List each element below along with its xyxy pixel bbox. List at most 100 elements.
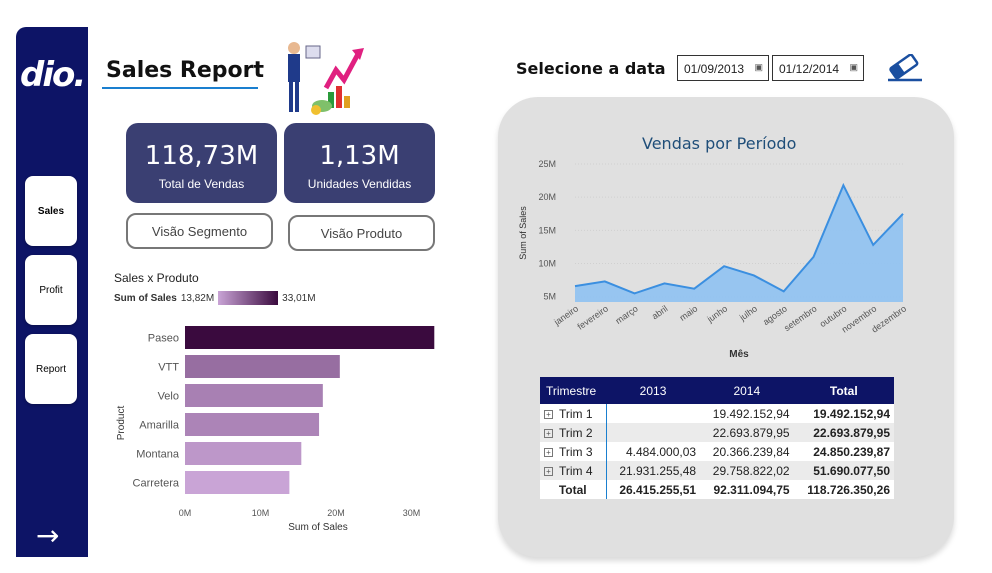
calendar-icon[interactable]: ▣ — [754, 62, 763, 72]
kpi-value: 118,73M — [144, 141, 259, 171]
end-date-input[interactable]: 01/12/2014 ▣ — [772, 55, 864, 81]
line-y-tick-label: 25M — [538, 159, 556, 169]
cell-2013 — [606, 423, 701, 442]
row-label: + Trim 1 — [540, 404, 607, 423]
nav-report-button[interactable]: Report — [25, 334, 77, 404]
cell-2014: 20.366.239,84 — [700, 442, 794, 461]
bar — [185, 471, 290, 494]
sales-line — [574, 182, 904, 295]
header-trimestre[interactable]: Trimestre — [540, 377, 606, 404]
kpi-value: 1,13M — [319, 141, 400, 171]
row-label-text: Trim 3 — [559, 444, 593, 459]
bar-x-tick-label: 0M — [179, 508, 192, 518]
line-x-tick-label: abril — [650, 303, 670, 321]
start-date-value: 01/09/2013 — [684, 62, 745, 76]
line-chart-title: Vendas por Período — [642, 134, 797, 153]
cell-total: 24.850.239,87 — [793, 442, 894, 461]
quarterly-sales-matrix: Trimestre 2013 2014 Total + Trim 1 19.492… — [540, 377, 894, 499]
line-x-tick-label: março — [614, 303, 640, 326]
eraser-icon[interactable] — [886, 54, 924, 82]
dio-logo: dio. — [20, 55, 86, 95]
sales-area — [575, 185, 903, 302]
table-total-row: Total 26.415.255,51 92.311.094,75 118.72… — [540, 480, 894, 499]
bar-y-axis-label: Product — [116, 406, 127, 441]
table-row: + Trim 2 22.693.879,95 22.693.879,95 — [540, 423, 894, 442]
line-y-tick-label: 20M — [538, 192, 556, 202]
row-label: + Trim 2 — [540, 423, 607, 442]
bar-x-axis-label: Sum of Sales — [288, 522, 347, 533]
bar — [185, 384, 323, 407]
bar-category-label: Montana — [136, 449, 180, 461]
expand-icon[interactable]: + — [544, 409, 553, 419]
bar-x-tick-label: 30M — [403, 508, 421, 518]
bar-chart-title: Sales x Produto — [114, 271, 199, 285]
legend-max: 33,01M — [282, 292, 316, 304]
total-total: 118.726.350,26 — [793, 480, 894, 499]
arrow-right-icon[interactable]: → — [36, 519, 60, 552]
row-label-text: Trim 1 — [559, 406, 593, 421]
businessman-chart-illustration — [288, 42, 364, 115]
line-x-tick-label: julho — [737, 303, 759, 323]
cell-total: 51.690.077,50 — [793, 461, 894, 480]
kpi-label: Unidades Vendidas — [307, 177, 412, 191]
nav-sales-button[interactable]: Sales — [25, 176, 77, 246]
total-2013: 26.415.255,51 — [606, 480, 701, 499]
header-2013[interactable]: 2013 — [606, 377, 701, 404]
sales-by-product-bar-chart: Product Paseo VTT Velo Amarilla Montana Carret… — [116, 326, 435, 533]
sidebar: dio. Sales Profit Report → — [16, 27, 88, 557]
visao-segmento-button[interactable]: Visão Segmento — [126, 213, 273, 249]
start-date-input[interactable]: 01/09/2013 ▣ — [677, 55, 769, 81]
table-row: + Trim 1 19.492.152,94 19.492.152,94 — [540, 404, 894, 423]
expand-icon[interactable]: + — [544, 466, 553, 476]
row-label: + Trim 4 — [540, 461, 607, 480]
row-label-text: Trim 2 — [559, 425, 593, 440]
table-row: + Trim 3 4.484.000,03 20.366.239,84 24.85… — [540, 442, 894, 461]
bar-category-label: Amarilla — [139, 420, 180, 432]
line-y-axis-label: Sum of Sales — [518, 206, 528, 260]
line-x-tick-label: junho — [705, 303, 730, 324]
title-underline — [102, 87, 258, 89]
end-date-value: 01/12/2014 — [779, 62, 840, 76]
bar — [185, 355, 340, 378]
line-x-tick-label: setembro — [782, 303, 818, 333]
header-total[interactable]: Total — [793, 377, 894, 404]
cell-total: 19.492.152,94 — [793, 404, 894, 423]
bar — [185, 442, 302, 465]
line-x-axis-label: Mês — [729, 349, 749, 360]
kpi-unidades-vendidas: 1,13M Unidades Vendidas — [284, 123, 435, 203]
expand-icon[interactable]: + — [544, 447, 553, 457]
nav-profit-button[interactable]: Profit — [25, 255, 77, 325]
row-label: + Trim 3 — [540, 442, 607, 461]
page-title: Sales Report — [106, 58, 264, 83]
cell-2013: 4.484.000,03 — [606, 442, 701, 461]
line-y-tick-label: 15M — [538, 225, 556, 235]
bar-x-tick-label: 10M — [252, 508, 270, 518]
visao-produto-button[interactable]: Visão Produto — [288, 215, 435, 251]
kpi-label: Total de Vendas — [158, 177, 245, 191]
kpi-total-vendas: 118,73M Total de Vendas — [126, 123, 277, 203]
bar-chart-legend: Sum of Sales 13,82M 33,01M — [114, 291, 316, 305]
expand-icon[interactable]: + — [544, 428, 553, 438]
bar-x-tick-label: 20M — [327, 508, 345, 518]
date-filter-label: Selecione a data — [516, 59, 666, 78]
table-row: + Trim 4 21.931.255,48 29.758.822,02 51.6… — [540, 461, 894, 480]
calendar-icon[interactable]: ▣ — [849, 62, 858, 72]
cell-2014: 19.492.152,94 — [700, 404, 794, 423]
line-y-tick-label: 10M — [538, 259, 556, 269]
legend-label: Sum of Sales — [114, 292, 177, 304]
cell-2014: 29.758.822,02 — [700, 461, 794, 480]
bar-category-label: Paseo — [148, 333, 179, 345]
bar-category-label: Carretera — [133, 478, 180, 490]
cell-total: 22.693.879,95 — [793, 423, 894, 442]
line-x-tick-label: maio — [678, 303, 700, 322]
row-label-text: Trim 4 — [559, 463, 593, 478]
cell-2013 — [606, 404, 701, 423]
header-2014[interactable]: 2014 — [700, 377, 794, 404]
legend-gradient — [218, 291, 279, 305]
bar-category-label: VTT — [158, 362, 179, 374]
matrix-header-row: Trimestre 2013 2014 Total — [540, 377, 894, 404]
bar-category-label: Velo — [158, 391, 179, 403]
line-y-tick-label: 5M — [543, 292, 556, 302]
legend-min: 13,82M — [180, 292, 215, 304]
